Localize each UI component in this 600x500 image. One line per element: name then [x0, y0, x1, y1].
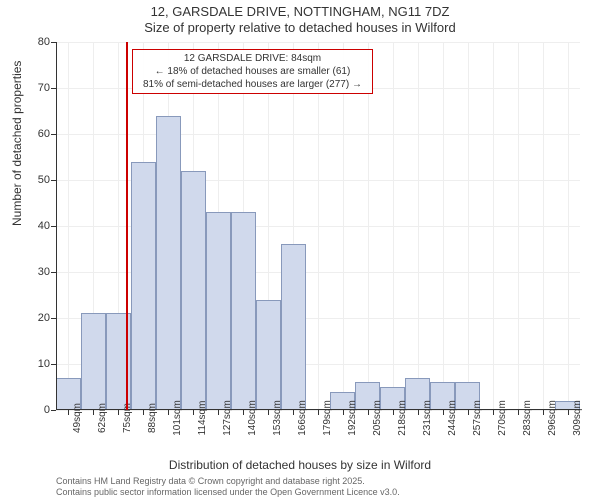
ytick-label: 80	[10, 36, 50, 48]
xtick-mark	[168, 410, 169, 415]
xtick-mark	[518, 410, 519, 415]
ytick-label: 70	[10, 82, 50, 94]
xtick-mark	[118, 410, 119, 415]
xtick-mark	[218, 410, 219, 415]
ytick-label: 40	[10, 220, 50, 232]
ytick-label: 0	[10, 404, 50, 416]
ytick-mark	[51, 410, 56, 411]
histogram-bar	[206, 212, 231, 410]
x-axis-line	[56, 409, 580, 410]
gridline-h	[56, 42, 580, 43]
xtick-mark	[368, 410, 369, 415]
title-subtitle: Size of property relative to detached ho…	[0, 20, 600, 35]
xtick-label: 309sqm	[572, 400, 583, 436]
xtick-mark	[93, 410, 94, 415]
xtick-mark	[468, 410, 469, 415]
footer-copyright-1: Contains HM Land Registry data © Crown c…	[56, 476, 365, 486]
xtick-label: 166sqm	[297, 400, 308, 436]
xtick-label: 257sqm	[472, 400, 483, 436]
xtick-mark	[243, 410, 244, 415]
ytick-label: 50	[10, 174, 50, 186]
annotation-line: 81% of semi-detached houses are larger (…	[139, 78, 366, 91]
annotation-line: 12 GARSDALE DRIVE: 84sqm	[139, 52, 366, 65]
histogram-bar	[231, 212, 256, 410]
xtick-mark	[68, 410, 69, 415]
ytick-label: 30	[10, 266, 50, 278]
title-address: 12, GARSDALE DRIVE, NOTTINGHAM, NG11 7DZ	[0, 4, 600, 19]
xtick-mark	[568, 410, 569, 415]
xtick-mark	[143, 410, 144, 415]
xtick-mark	[293, 410, 294, 415]
y-axis-line	[56, 42, 57, 410]
xtick-mark	[443, 410, 444, 415]
xtick-mark	[193, 410, 194, 415]
histogram-bar	[281, 244, 306, 410]
gridline-h	[56, 134, 580, 135]
histogram-bar	[81, 313, 106, 410]
histogram-bar	[181, 171, 206, 410]
ytick-label: 10	[10, 358, 50, 370]
chart-container: 12, GARSDALE DRIVE, NOTTINGHAM, NG11 7DZ…	[0, 0, 600, 500]
annotation-line: ← 18% of detached houses are smaller (61…	[139, 65, 366, 78]
xtick-label: 270sqm	[497, 400, 508, 436]
x-axis-label: Distribution of detached houses by size …	[0, 458, 600, 472]
ytick-label: 20	[10, 312, 50, 324]
xtick-mark	[318, 410, 319, 415]
xtick-mark	[418, 410, 419, 415]
xtick-label: 283sqm	[522, 400, 533, 436]
ytick-label: 60	[10, 128, 50, 140]
xtick-mark	[543, 410, 544, 415]
plot-area: 0102030405060708049sqm62sqm75sqm88sqm101…	[56, 42, 580, 410]
histogram-bar	[156, 116, 181, 410]
histogram-bar	[256, 300, 281, 410]
property-marker-line	[126, 42, 128, 410]
xtick-mark	[343, 410, 344, 415]
histogram-bar	[131, 162, 156, 410]
annotation-box: 12 GARSDALE DRIVE: 84sqm← 18% of detache…	[132, 49, 373, 94]
footer-copyright-2: Contains public sector information licen…	[56, 487, 400, 497]
xtick-mark	[493, 410, 494, 415]
xtick-mark	[393, 410, 394, 415]
xtick-mark	[268, 410, 269, 415]
